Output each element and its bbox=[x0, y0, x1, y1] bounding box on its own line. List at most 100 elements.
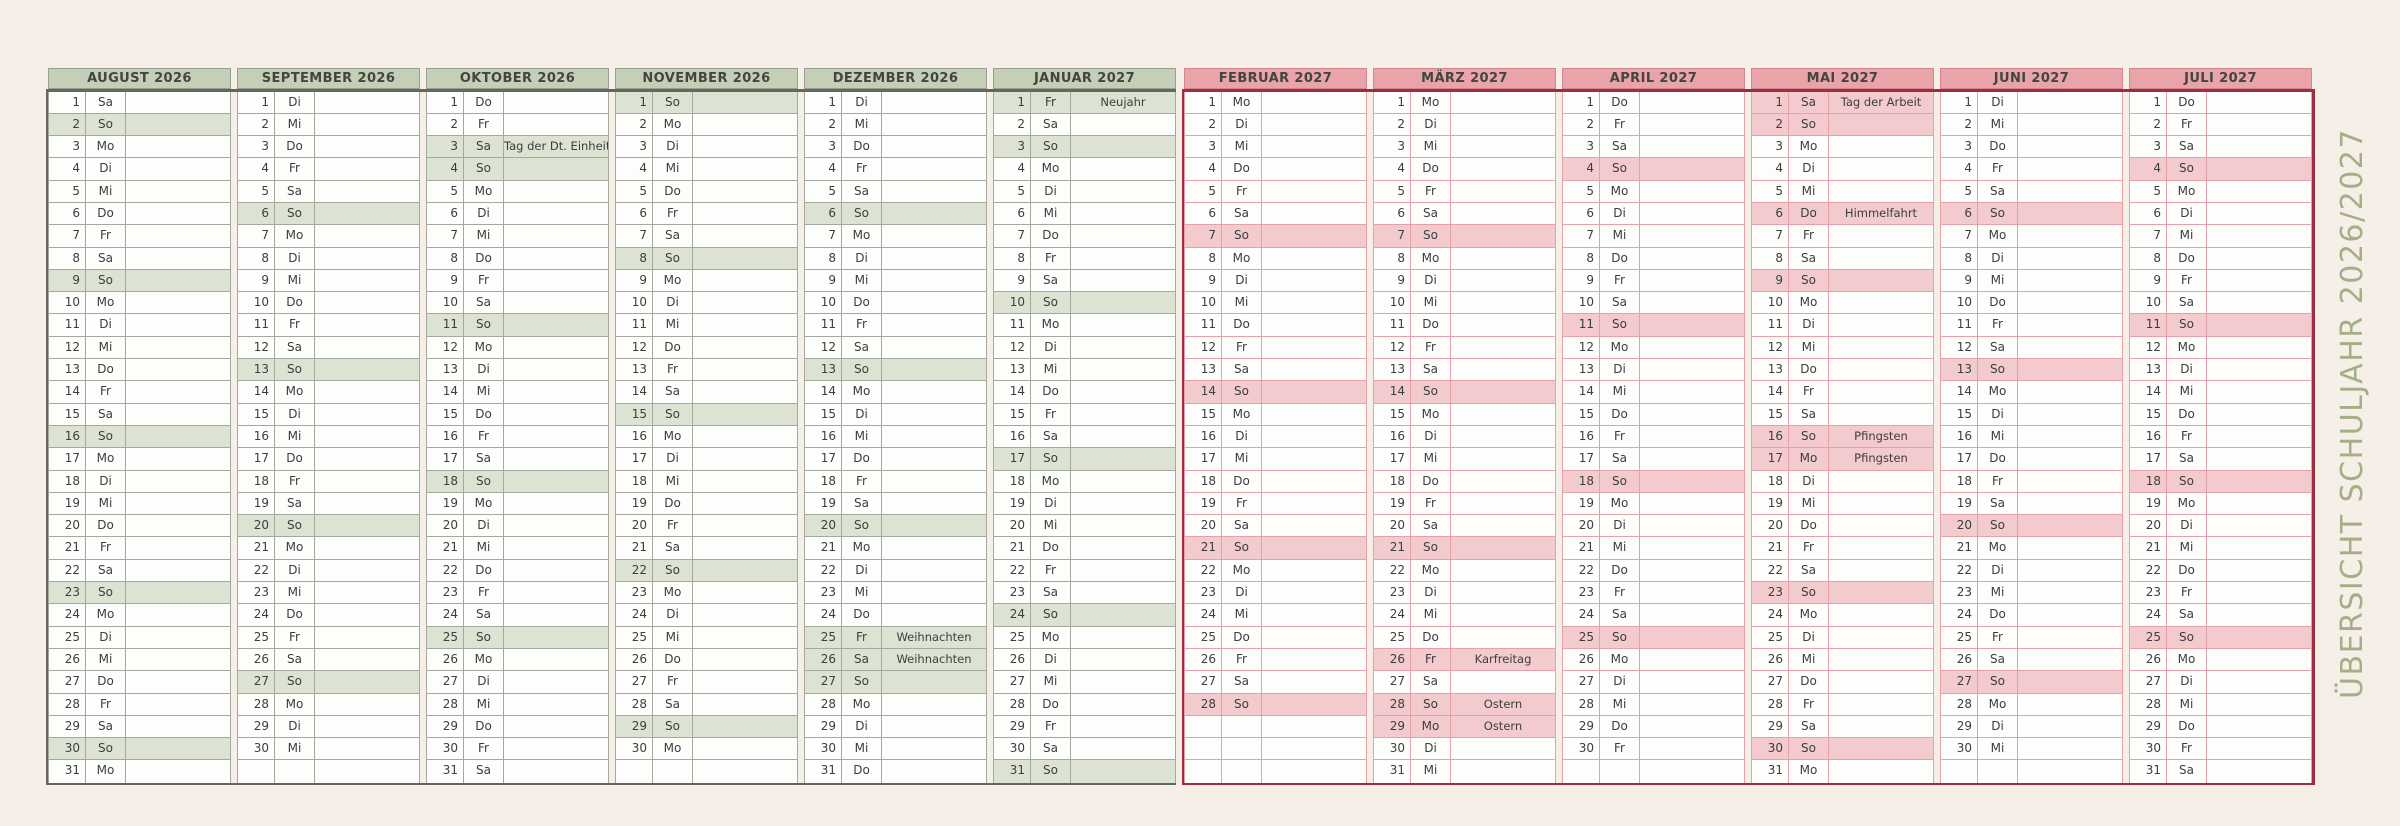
day-number-cell: 22 bbox=[238, 559, 275, 582]
day-number-cell: 14 bbox=[427, 381, 464, 403]
note-cell bbox=[315, 181, 419, 202]
day-number-cell: 15 bbox=[238, 403, 275, 425]
day-row: 1 Mo bbox=[1374, 91, 1555, 114]
note-cell bbox=[315, 604, 419, 625]
weekday-cell: So bbox=[1411, 225, 1451, 247]
day-number-cell: 25 bbox=[238, 626, 275, 648]
day-number-cell: 21 bbox=[805, 537, 842, 559]
note-cell: Ostern bbox=[1483, 696, 1523, 711]
note-cell bbox=[1829, 270, 1933, 291]
note-cell bbox=[126, 248, 230, 269]
day-number-cell: 22 bbox=[2130, 559, 2167, 582]
day-number-cell: 4 bbox=[1941, 158, 1978, 180]
note-cell bbox=[1640, 448, 1744, 469]
note-cell bbox=[882, 471, 986, 492]
note-cell bbox=[504, 515, 608, 536]
note-cell bbox=[126, 225, 230, 246]
weekday-cell: Fr bbox=[1031, 715, 1071, 738]
day-number-cell: 22 bbox=[1752, 559, 1789, 582]
weekday-cell: Di bbox=[1222, 425, 1262, 448]
day-number-cell: 12 bbox=[1563, 336, 1600, 359]
weekday-cell: Di bbox=[1222, 269, 1262, 292]
note-cell bbox=[315, 203, 419, 224]
day-row: 7 Mo bbox=[1941, 225, 2122, 248]
day-row: 2 Fr bbox=[427, 113, 608, 137]
note-cell bbox=[504, 359, 608, 380]
note-cell bbox=[1071, 381, 1175, 402]
weekday-cell bbox=[653, 760, 693, 783]
note-cell: Pfingsten bbox=[1854, 428, 1908, 443]
weekday-cell: So bbox=[464, 626, 504, 648]
weekday-cell: Mi bbox=[2167, 537, 2207, 559]
day-row: 15 Mo bbox=[1185, 403, 1366, 426]
day-number-cell: 4 bbox=[238, 158, 275, 180]
day-number-cell: 23 bbox=[616, 582, 653, 604]
month-grid: 1 Mo 2 Di 3 Mi 4 Do 5 Fr 6 Sa 7 So 8 Mo 9 Di 10 Mi 11 Do 12 Fr 1… bbox=[1373, 91, 1556, 783]
day-number-cell: 17 bbox=[616, 448, 653, 470]
day-row: 7 Mo bbox=[805, 225, 986, 248]
weekday-cell: Mo bbox=[275, 537, 315, 559]
day-number-cell: 23 bbox=[805, 582, 842, 604]
day-row: 2 Fr bbox=[1563, 113, 1744, 137]
day-row: 14 Fr bbox=[1752, 381, 1933, 404]
day-row: 3 So bbox=[994, 136, 1175, 159]
weekday-cell: Di bbox=[1978, 91, 2018, 113]
day-row: 27 Do bbox=[49, 671, 230, 694]
note-cell bbox=[1451, 203, 1555, 224]
day-number-cell: 2 bbox=[2130, 113, 2167, 136]
day-number-cell: 11 bbox=[238, 314, 275, 336]
note-cell bbox=[126, 471, 230, 492]
day-number-cell: 5 bbox=[1752, 180, 1789, 202]
note-cell bbox=[1640, 671, 1744, 692]
weekday-cell: So bbox=[464, 158, 504, 180]
note-cell bbox=[2207, 671, 2311, 692]
day-row: 27 So bbox=[238, 671, 419, 694]
day-number-cell: 13 bbox=[1563, 359, 1600, 381]
day-number-cell: 6 bbox=[2130, 202, 2167, 225]
weekday-cell: Mo bbox=[1600, 492, 1640, 515]
day-number-cell: 18 bbox=[427, 470, 464, 492]
day-number-cell: 6 bbox=[805, 202, 842, 225]
note-cell bbox=[2207, 582, 2311, 603]
weekday-cell: Mi bbox=[86, 336, 126, 359]
weekday-cell: Do bbox=[1600, 559, 1640, 582]
day-number-cell: 30 bbox=[805, 738, 842, 760]
weekday-cell: Di bbox=[86, 314, 126, 336]
weekday-cell: Di bbox=[1978, 715, 2018, 738]
day-row: 1 So bbox=[616, 91, 797, 114]
note-cell bbox=[1829, 292, 1933, 313]
weekday-cell: Do bbox=[1222, 626, 1262, 648]
note-cell bbox=[2018, 225, 2122, 246]
day-number-cell: 12 bbox=[805, 336, 842, 359]
weekday-cell: Do bbox=[842, 604, 882, 626]
day-number-cell: 10 bbox=[805, 292, 842, 314]
weekday-cell: Di bbox=[1031, 336, 1071, 359]
note-cell bbox=[126, 203, 230, 224]
weekday-cell: So bbox=[275, 359, 315, 381]
note-cell bbox=[1451, 471, 1555, 492]
weekday-cell: Sa bbox=[1411, 202, 1451, 225]
day-number-cell: 3 bbox=[1563, 136, 1600, 158]
note-cell bbox=[1451, 760, 1555, 782]
note-cell: Ostern bbox=[1483, 718, 1523, 733]
note-cell bbox=[126, 716, 230, 737]
weekday-cell: So bbox=[1031, 760, 1071, 783]
day-row: 21 Fr bbox=[1752, 537, 1933, 560]
year-calendar: AUGUST 2026 1 Sa 2 So 3 Mo 4 Di 5 Mi 6 Do 7 Fr 8 Sa 9 So 10… bbox=[45, 68, 2315, 786]
day-number-cell: 10 bbox=[238, 292, 275, 314]
note-cell bbox=[2018, 314, 2122, 335]
day-row: 2 Mo bbox=[616, 113, 797, 137]
holiday-row: 26 Fr Karfreitag bbox=[1374, 648, 1555, 672]
note-cell bbox=[1451, 270, 1555, 291]
note-cell bbox=[2207, 114, 2311, 135]
weekday-cell: Do bbox=[464, 247, 504, 269]
day-row: 4 Di bbox=[49, 158, 230, 181]
note-cell bbox=[1640, 649, 1744, 670]
weekday-cell: Do bbox=[464, 715, 504, 738]
weekday-cell: So bbox=[1789, 582, 1829, 604]
weekday-cell: Sa bbox=[2167, 760, 2207, 783]
day-number-cell: 7 bbox=[49, 225, 86, 247]
note-cell bbox=[1640, 181, 1744, 202]
weekday-cell: So bbox=[1600, 470, 1640, 492]
weekday-cell: Sa bbox=[1222, 671, 1262, 693]
